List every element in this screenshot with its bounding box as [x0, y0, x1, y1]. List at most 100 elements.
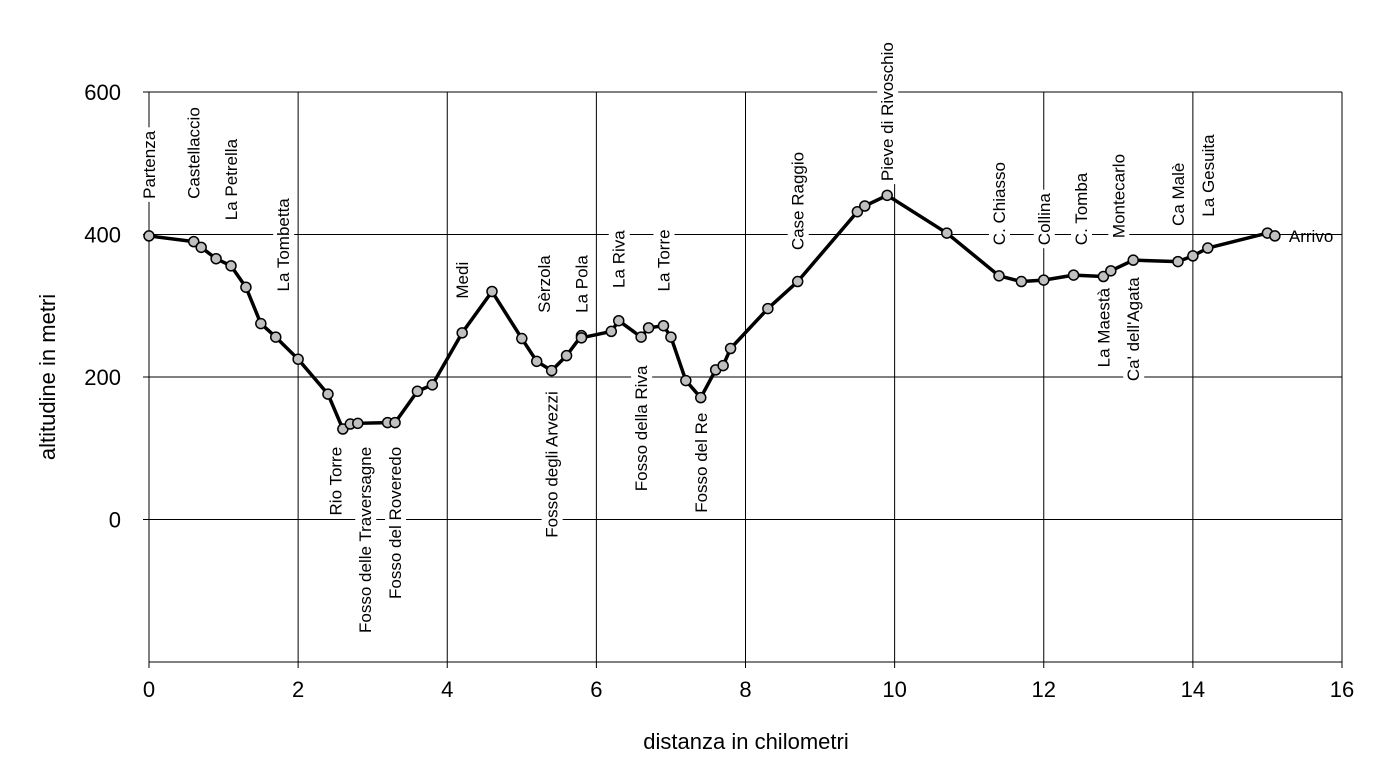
- data-point: [352, 417, 364, 430]
- data-point: [575, 332, 588, 344]
- place-label: Ca Malè: [1169, 163, 1188, 226]
- place-label-group: Fosso delle Traversagne: [355, 443, 377, 636]
- label-background: [1167, 159, 1189, 229]
- place-label-group: La Tombetta: [273, 194, 295, 295]
- data-point: [881, 189, 893, 202]
- place-label: Rio Torre: [326, 447, 345, 516]
- place-label-group: Fosso del Re: [690, 409, 712, 516]
- data-point: [851, 205, 864, 218]
- place-label: Fosso della Riva: [632, 365, 651, 491]
- place-label: Medi: [453, 262, 472, 299]
- data-point: [322, 388, 334, 400]
- data-point: [695, 391, 707, 404]
- place-label: Pieve di Rivoschio: [878, 42, 897, 181]
- place-label: Sèrzola: [535, 255, 554, 313]
- place-label: Montecarlo: [1109, 154, 1128, 238]
- altitude-series: [143, 189, 1281, 435]
- data-point: [560, 349, 573, 362]
- x-tick-label: 2: [292, 677, 304, 702]
- data-point: [1097, 270, 1110, 283]
- place-label-group: Pieve di Rivoschio: [877, 39, 899, 185]
- y-tick-label: 400: [84, 223, 121, 248]
- label-background: [571, 251, 593, 316]
- data-point: [143, 230, 155, 242]
- data-point: [1269, 230, 1281, 242]
- data-point: [993, 270, 1005, 282]
- place-label: Fosso del Roveredo: [386, 447, 405, 599]
- label-background: [989, 159, 1011, 249]
- place-label-group: Case Raggio: [787, 148, 809, 254]
- data-point: [292, 353, 304, 365]
- place-label: La Riva: [610, 230, 629, 288]
- data-point: [389, 416, 401, 429]
- x-tick-label: 12: [1032, 677, 1056, 702]
- data-point: [762, 302, 774, 315]
- place-label-group: C. Tomba: [1071, 169, 1093, 249]
- x-tick-label: 4: [441, 677, 453, 702]
- place-label: Fosso degli Arvezzi: [543, 391, 562, 537]
- label-background: [631, 362, 653, 495]
- place-labels: Partenza Castellaccio La Petrella La Tombet…: [139, 39, 1333, 636]
- place-label-group: La Torre: [653, 226, 675, 295]
- label-background: [355, 443, 377, 636]
- place-label-group: La Petrella: [221, 135, 243, 224]
- label-background: [273, 194, 295, 295]
- data-point: [240, 281, 252, 293]
- label-background: [653, 226, 675, 295]
- data-point: [1172, 255, 1184, 268]
- data-point: [456, 327, 468, 339]
- place-label: La Tombetta: [274, 198, 293, 292]
- y-tick-label: 0: [109, 508, 121, 533]
- place-label: La Torre: [654, 229, 673, 291]
- data-point: [270, 331, 282, 343]
- place-label-group: Fosso del Roveredo: [385, 443, 407, 602]
- place-label-group: Fosso degli Arvezzi: [541, 388, 563, 541]
- label-background: [1108, 150, 1130, 242]
- data-point: [530, 355, 543, 368]
- place-label: C. Chiasso: [990, 162, 1009, 245]
- data-point: [680, 374, 692, 387]
- label-background: [541, 388, 563, 541]
- data-point: [1067, 269, 1080, 281]
- data-point: [791, 275, 804, 288]
- data-point: [1038, 274, 1050, 286]
- place-label-group: Ca Malè: [1167, 159, 1189, 229]
- label-background: [139, 127, 160, 202]
- data-point: [426, 379, 439, 391]
- place-label: La Petrella: [222, 138, 241, 220]
- label-background: [534, 251, 556, 316]
- data-point: [941, 227, 953, 239]
- data-point: [717, 359, 729, 372]
- label-background: [608, 226, 630, 291]
- data-point: [1127, 254, 1139, 266]
- grid: [149, 91, 1343, 662]
- place-label: La Gesuita: [1199, 134, 1218, 217]
- data-point: [635, 331, 647, 343]
- data-point: [225, 260, 237, 272]
- data-point: [411, 385, 424, 397]
- x-tick-label: 0: [143, 677, 155, 702]
- x-tick-label: 16: [1330, 677, 1354, 702]
- end-label: Arrivo: [1289, 227, 1333, 246]
- place-label: Case Raggio: [789, 152, 808, 250]
- place-label-group: Medi: [452, 258, 474, 302]
- data-point: [187, 235, 200, 248]
- label-background: [221, 135, 243, 224]
- place-label-group: La Gesuita: [1197, 130, 1219, 220]
- place-label: Partenza: [140, 130, 159, 199]
- data-point: [1187, 250, 1199, 262]
- data-point: [612, 314, 625, 327]
- place-label: La Pola: [572, 255, 591, 313]
- data-point: [210, 252, 222, 265]
- data-point: [195, 241, 207, 254]
- place-label: Fosso delle Traversagne: [356, 447, 375, 633]
- place-label: Castellaccio: [185, 107, 204, 199]
- place-label: La Maestà: [1094, 287, 1113, 367]
- x-tick-label: 14: [1181, 677, 1205, 702]
- label-background: [877, 39, 899, 185]
- place-label-group: Castellaccio: [183, 104, 205, 202]
- data-point: [1202, 242, 1214, 254]
- place-label-group: Montecarlo: [1108, 150, 1130, 242]
- y-tick-label: 600: [84, 80, 121, 105]
